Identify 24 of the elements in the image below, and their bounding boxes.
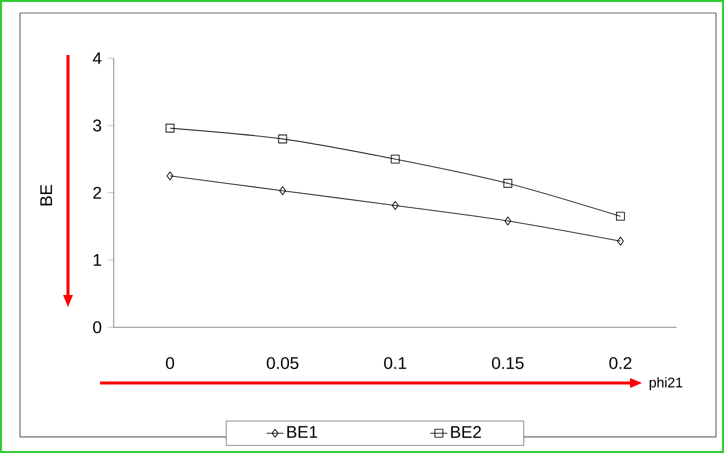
x-tick-label: 0.2 [609, 357, 632, 370]
x-tick-label: 0 [166, 357, 174, 370]
x-tick-label: 0.05 [266, 357, 298, 370]
point [166, 124, 174, 133]
x-axis-title: phi21 [650, 377, 682, 390]
y-tick-label: 2 [93, 186, 102, 199]
y-tick-label: 3 [93, 119, 102, 132]
point [278, 134, 288, 144]
legend-label: BE2 [451, 426, 481, 438]
point [166, 172, 174, 180]
legend-label: BE1 [287, 426, 318, 438]
y-tick-label: 4 [92, 52, 102, 64]
point [504, 216, 512, 226]
x-tick-label: 0.1 [384, 357, 406, 370]
point [616, 212, 625, 221]
point [392, 201, 399, 210]
y-tick-label: 1 [94, 254, 102, 266]
point [617, 236, 624, 246]
y-tick-label: 0 [93, 321, 102, 334]
point [279, 186, 286, 196]
point [390, 154, 400, 164]
y-axis-title: BE [40, 184, 52, 206]
point [503, 178, 512, 188]
x-tick-label: 0.15 [492, 357, 524, 370]
